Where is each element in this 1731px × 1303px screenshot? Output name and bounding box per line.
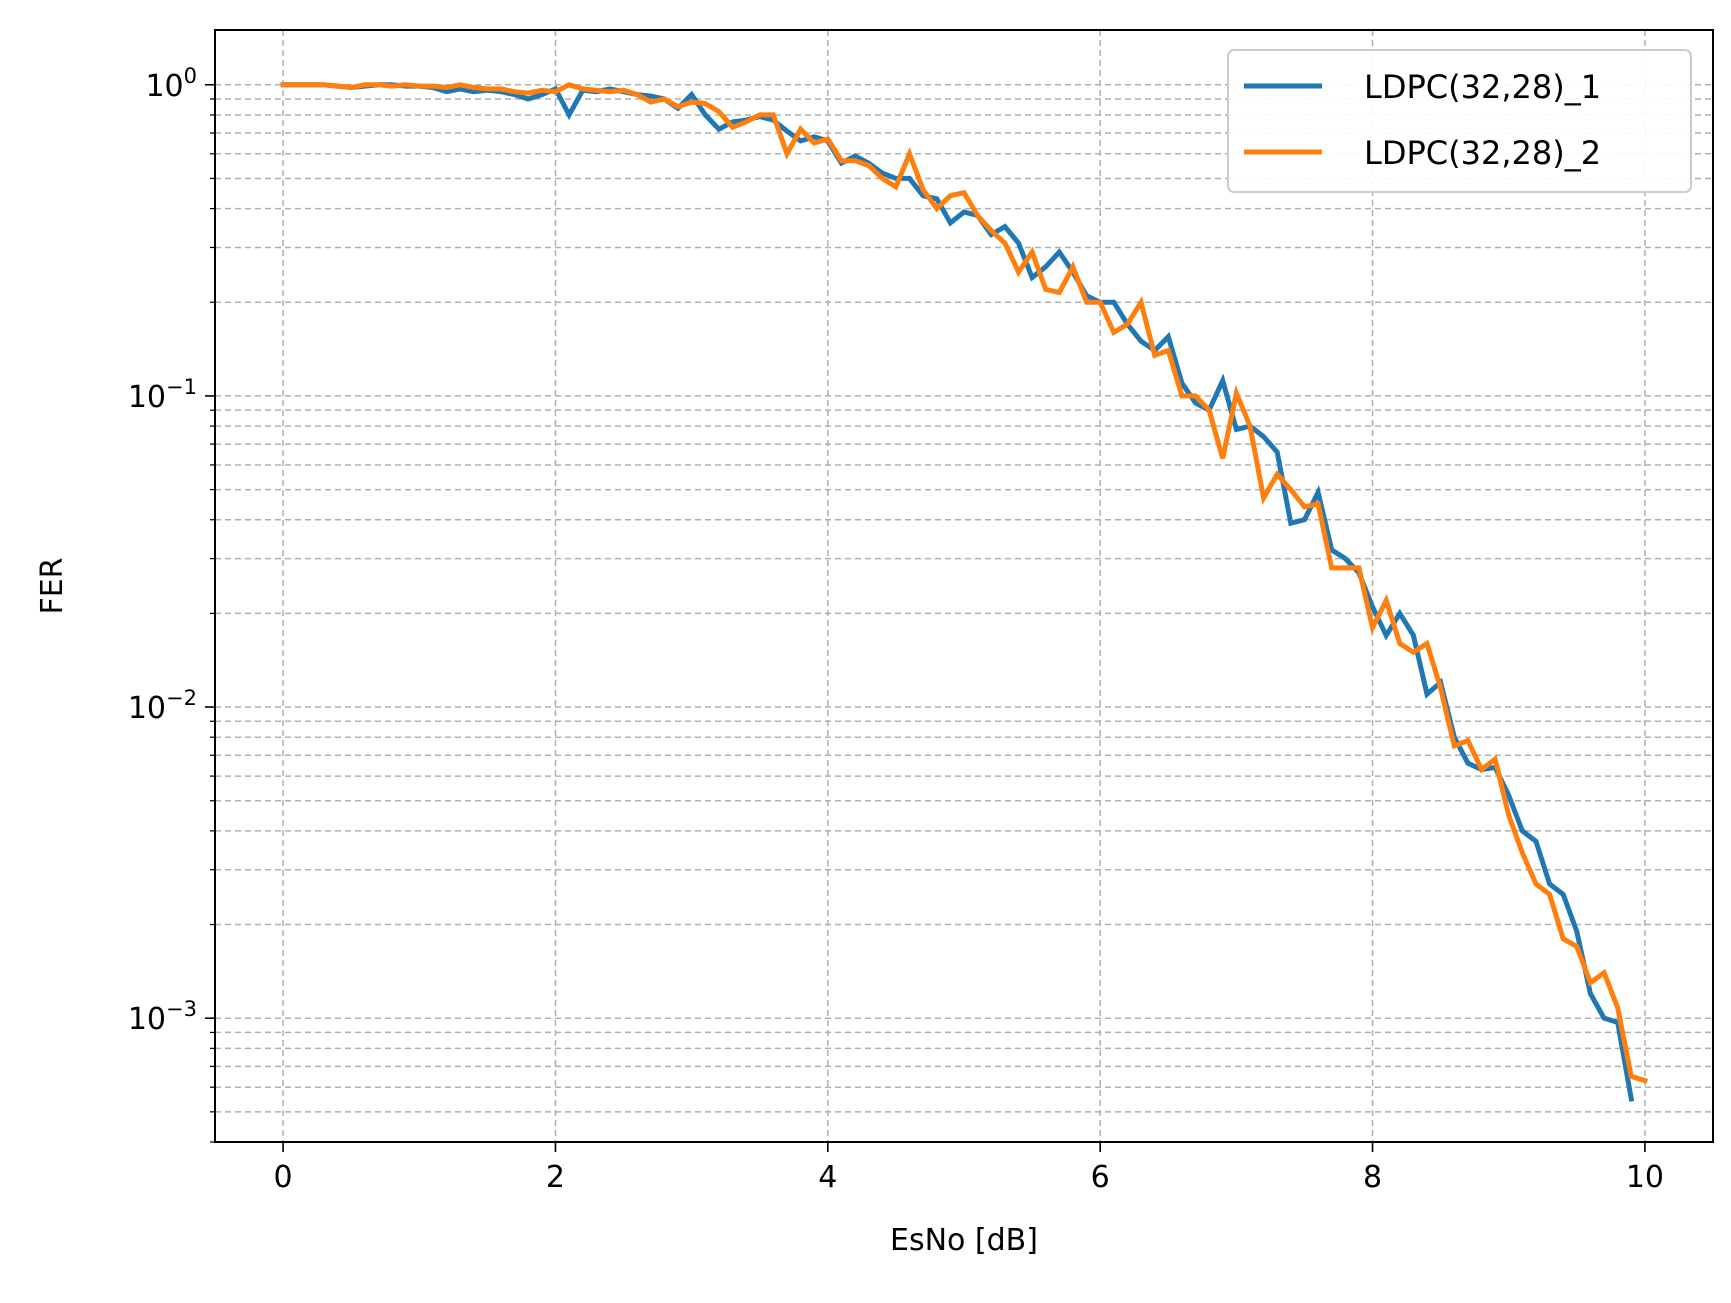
x-axis-title: EsNo [dB] [890,1223,1038,1258]
y-tick-base: 10 [128,691,166,726]
x-tick-label: 4 [818,1160,837,1195]
y-axis-title: FER [35,557,70,614]
legend: LDPC(32,28)_1 LDPC(32,28)_2 [1227,49,1692,193]
x-tick-label: 8 [1363,1160,1382,1195]
y-tick-exponent: −3 [166,997,197,1021]
plot-frame [214,29,1714,1143]
y-tick-exponent: −1 [166,375,197,399]
series-line-1 [280,82,1635,1102]
y-tick-base: 10 [145,69,183,104]
y-tick-label: 10−3 [128,997,197,1037]
y-tick-exponent: 0 [184,64,197,88]
legend-box [1227,49,1692,193]
y-tick-label: 10−2 [128,686,197,726]
y-tick-exponent: −2 [166,686,197,710]
x-tick-label: 10 [1626,1160,1664,1195]
y-tick-base: 10 [128,1002,166,1037]
x-tick-label: 6 [1091,1160,1110,1195]
legend-label-1: LDPC(32,28)_1 [1364,68,1601,106]
legend-label-2: LDPC(32,28)_2 [1364,134,1601,172]
y-tick-base: 10 [128,380,166,415]
y-tick-label: 10−1 [128,375,197,415]
x-tick-label: 2 [546,1160,565,1195]
series-lines [280,82,1649,1102]
y-tick-label: 100 [145,64,197,104]
grid [215,30,1713,1143]
series-line-2 [280,82,1649,1084]
x-tick-label: 0 [274,1160,293,1195]
